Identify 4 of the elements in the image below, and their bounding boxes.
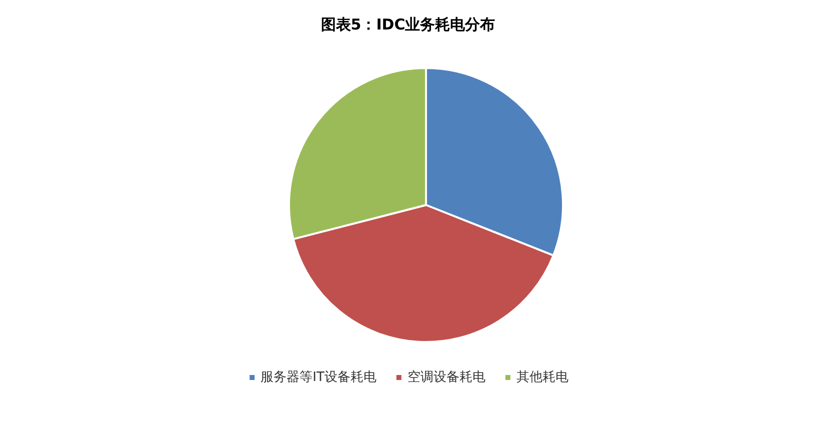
chart-title: 图表5：IDC业务耗电分布 [320, 16, 496, 34]
legend-label: 服务器等IT设备耗电 [260, 370, 376, 385]
legend-label: 空调设备耗电 [407, 370, 486, 385]
legend-label: 其他耗电 [516, 370, 568, 385]
